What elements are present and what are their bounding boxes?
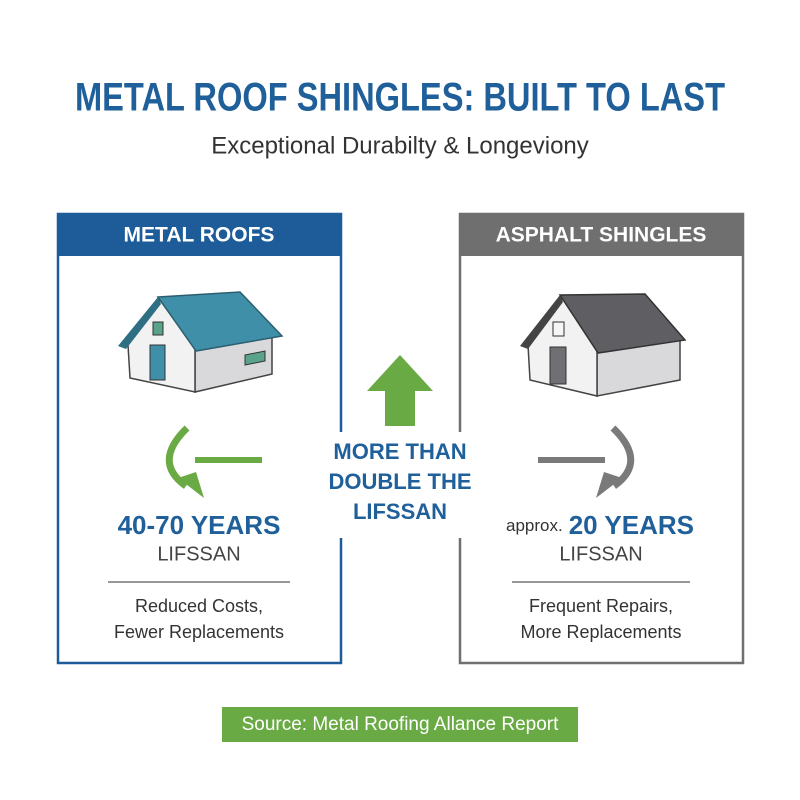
comparison-line: DOUBLE THE <box>329 469 472 494</box>
years: approx. 20 YEARS <box>506 510 694 540</box>
icon-shape <box>610 425 635 489</box>
icon-shape <box>558 293 687 354</box>
center-backdrop <box>322 432 478 538</box>
title: METAL ROOF SHINGLES: BUILT TO LAST <box>75 76 725 120</box>
up-arrow <box>367 355 433 426</box>
note: More Replacements <box>520 622 681 642</box>
icon-shape <box>520 295 563 349</box>
icon-shape <box>244 350 266 366</box>
panel-header <box>58 214 341 256</box>
source-box <box>222 707 578 742</box>
icon-shape <box>552 321 565 337</box>
icon-shape <box>549 346 567 385</box>
icon-shape <box>118 297 161 349</box>
note: Reduced Costs, <box>135 596 263 616</box>
comparison-line: MORE THAN <box>333 439 466 464</box>
comparison-line: LIFSSAN <box>353 499 447 524</box>
lifespan: LIFSSAN <box>559 543 642 565</box>
curved-arrow <box>165 425 262 498</box>
icon-shape <box>156 291 284 352</box>
panel-heading: ASPHALT SHINGLES <box>496 224 707 247</box>
icon-shape <box>152 321 164 336</box>
note: Frequent Repairs, <box>529 596 673 616</box>
asphalt-panel: ASPHALT SHINGLES approx. 20 YEARS LIFSSAN… <box>458 212 745 665</box>
icon-shape <box>178 472 204 498</box>
icon-shape <box>596 472 622 498</box>
source: Source: Metal Roofing Allance Report <box>242 714 560 735</box>
icon-shape <box>149 344 166 381</box>
panel-heading: METAL ROOFS <box>124 224 275 247</box>
asphalt-house-icon <box>520 293 687 397</box>
curved-arrow <box>538 425 635 498</box>
years: 40-70 YEARS <box>118 510 281 540</box>
lifespan: LIFSSAN <box>157 543 240 565</box>
years-value: 20 YEARS <box>569 510 694 540</box>
icon-shape <box>165 425 190 489</box>
subtitle: Exceptional Durabilty & Longeviony <box>211 132 589 159</box>
prefix: approx. <box>506 516 563 535</box>
metal-house-icon <box>118 291 284 393</box>
panel-header <box>460 214 743 256</box>
metal-panel: METAL ROOFS 40-70 YEARS LIFSSAN Reduced … <box>56 212 343 665</box>
note: Fewer Replacements <box>114 622 284 642</box>
